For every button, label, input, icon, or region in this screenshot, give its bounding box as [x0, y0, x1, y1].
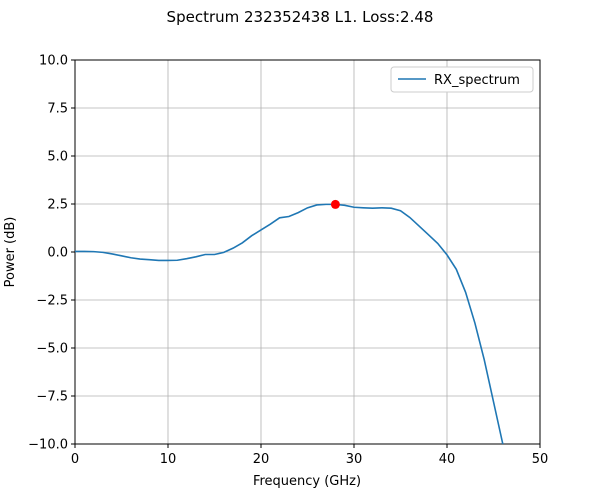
x-tick-label: 30 — [346, 452, 363, 467]
x-tick-label: 50 — [532, 452, 549, 467]
x-axis-label: Frequency (GHz) — [253, 474, 361, 489]
y-tick-label: 10.0 — [39, 54, 68, 69]
y-tick-label: 5.0 — [47, 150, 68, 165]
x-axis-ticks: 0 10 20 30 40 50 — [71, 444, 548, 467]
x-tick-label: 40 — [439, 452, 456, 467]
x-tick-label: 20 — [253, 452, 270, 467]
series-line-rx-spectrum — [75, 203, 504, 445]
y-tick-label: 0.0 — [47, 246, 68, 261]
y-tick-label: 7.5 — [47, 102, 68, 117]
y-tick-label: −10.0 — [28, 438, 68, 453]
legend-box — [390, 66, 534, 93]
y-tick-label: −5.0 — [36, 342, 68, 357]
x-tick-label: 0 — [71, 452, 79, 467]
y-tick-label: 2.5 — [47, 198, 68, 213]
y-tick-label: −7.5 — [36, 390, 68, 405]
y-tick-label: −2.5 — [36, 294, 68, 309]
legend-label-rx-spectrum: RX_spectrum — [434, 73, 520, 88]
y-axis-ticks: −10.0 −7.5 −5.0 −2.5 0.0 2.5 5.0 7.5 10.0 — [28, 54, 75, 453]
peak-marker — [330, 199, 340, 209]
x-tick-label: 10 — [160, 452, 177, 467]
legend: RX_spectrum — [390, 66, 534, 93]
chart-title: Spectrum 232352438 L1. Loss:2.48 — [167, 8, 434, 26]
y-axis-label: Power (dB) — [3, 217, 18, 288]
